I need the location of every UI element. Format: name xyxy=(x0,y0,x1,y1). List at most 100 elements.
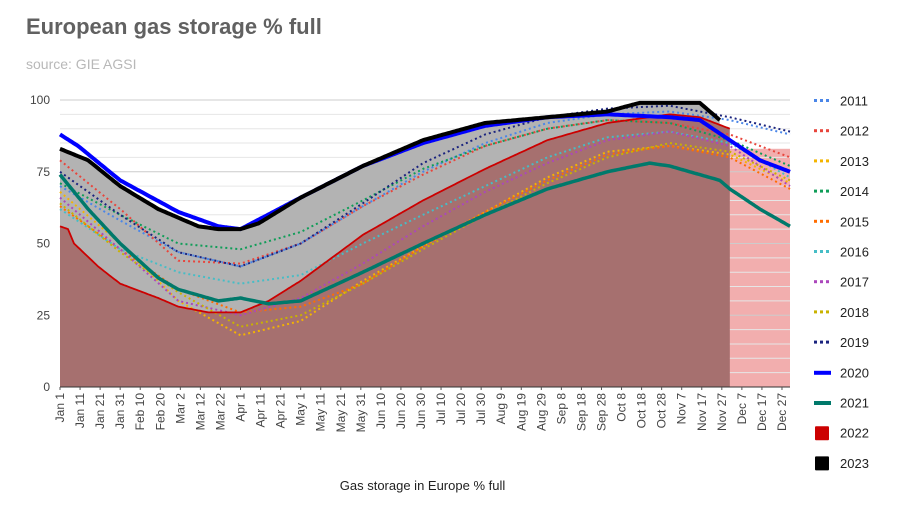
legend-label: 2015 xyxy=(840,214,869,229)
x-tick-label: Feb 10 xyxy=(133,393,147,431)
legend-item-2011[interactable]: 2011 xyxy=(814,94,868,109)
legend-label: 2022 xyxy=(840,426,869,441)
x-tick-label: Jul 30 xyxy=(474,393,488,425)
series-2023-line xyxy=(59,100,722,232)
x-tick-label: May 21 xyxy=(334,393,348,433)
legend-item-2022[interactable]: 2022 xyxy=(815,426,869,441)
legend-item-2023[interactable]: 2023 xyxy=(815,456,869,471)
legend-swatch xyxy=(826,219,829,223)
chart-title: European gas storage % full xyxy=(26,14,322,39)
series-2020-line xyxy=(58,112,791,232)
legend-item-2019[interactable]: 2019 xyxy=(814,335,869,350)
y-tick-label: 25 xyxy=(37,308,51,322)
x-tick-label: Mar 22 xyxy=(213,393,227,431)
legend-swatch xyxy=(826,189,829,193)
x-tick-label: Jun 30 xyxy=(414,393,428,429)
legend-item-2015[interactable]: 2015 xyxy=(814,214,869,229)
x-tick-label: Oct 8 xyxy=(615,393,629,422)
x-tick-label: Apr 1 xyxy=(233,393,247,422)
y-tick-label: 75 xyxy=(37,165,51,179)
y-tick-label: 50 xyxy=(37,237,51,251)
legend-swatch xyxy=(820,129,823,133)
y-tick-label: 100 xyxy=(30,93,50,107)
x-tick-label: Nov 7 xyxy=(675,393,689,425)
x-tick-label: Jun 20 xyxy=(394,393,408,429)
legend-label: 2011 xyxy=(840,94,868,109)
legend-item-2013[interactable]: 2013 xyxy=(814,154,869,169)
series-2015-line xyxy=(59,144,791,314)
x-tick-label: Sep 18 xyxy=(574,393,588,431)
series-2018-line xyxy=(59,142,791,328)
x-tick-label: Aug 9 xyxy=(494,393,508,425)
chart-subtitle: source: GIE AGSI xyxy=(26,56,137,72)
legend-swatch xyxy=(820,159,823,163)
legend-swatch xyxy=(820,280,823,284)
x-tick-label: Feb 20 xyxy=(153,393,167,431)
x-tick-label: Dec 27 xyxy=(775,393,789,431)
series-2017-line xyxy=(59,130,791,317)
legend-swatch xyxy=(820,310,823,314)
series-2022-area xyxy=(60,114,730,388)
legend-swatch xyxy=(814,99,817,102)
legend-item-2021[interactable]: 2021 xyxy=(814,396,869,411)
legend-swatch xyxy=(814,401,831,405)
series-2019-line xyxy=(59,104,791,268)
x-tick-label: Dec 17 xyxy=(755,393,769,431)
x-tick-label: Aug 29 xyxy=(534,393,548,431)
legend-swatch xyxy=(826,280,829,284)
legend-swatch xyxy=(814,159,817,163)
legend-swatch xyxy=(826,129,829,133)
legend-swatch xyxy=(820,189,823,193)
legend-swatch xyxy=(826,99,829,102)
x-tick-label: Apr 11 xyxy=(254,393,268,428)
legend-swatch xyxy=(814,370,831,375)
legend-swatch xyxy=(815,456,829,471)
x-tick-label: Jan 31 xyxy=(113,393,127,429)
legend-label: 2016 xyxy=(840,245,869,260)
legend-item-2018[interactable]: 2018 xyxy=(814,305,869,320)
x-tick-label: May 1 xyxy=(294,393,308,426)
legend-swatch xyxy=(820,340,823,344)
x-tick-label: Jul 20 xyxy=(454,393,468,425)
legend-item-2012[interactable]: 2012 xyxy=(814,124,869,139)
legend-item-2017[interactable]: 2017 xyxy=(814,275,869,290)
x-tick-label: May 11 xyxy=(314,393,328,432)
legend-swatch xyxy=(826,250,829,253)
x-tick-label: Oct 18 xyxy=(635,393,649,429)
series-2014-line xyxy=(59,119,791,251)
x-tick-label: Apr 21 xyxy=(274,393,288,429)
legend-item-2020[interactable]: 2020 xyxy=(814,365,869,380)
legend-swatch xyxy=(814,250,817,253)
series-2022-line xyxy=(59,113,731,314)
legend-swatch xyxy=(826,310,829,314)
legend-swatch xyxy=(815,426,829,441)
x-tick-label: May 31 xyxy=(354,393,368,433)
legend-item-2016[interactable]: 2016 xyxy=(814,245,869,260)
legend-swatch xyxy=(820,219,823,223)
legend-label: 2023 xyxy=(840,456,869,471)
x-tick-label: Jan 21 xyxy=(93,393,107,429)
series-2021-line xyxy=(58,161,791,306)
legend-swatch xyxy=(814,310,817,314)
legend-label: 2013 xyxy=(840,154,869,169)
x-tick-label: Jan 1 xyxy=(53,393,67,423)
legend-swatch xyxy=(820,99,823,102)
x-tick-label: Oct 28 xyxy=(655,393,669,429)
legend-label: 2020 xyxy=(840,365,869,380)
x-tick-label: Mar 12 xyxy=(193,393,207,431)
legend-label: 2018 xyxy=(840,305,869,320)
legend-swatch xyxy=(814,280,817,284)
legend-swatch xyxy=(814,129,817,133)
x-tick-label: Sep 8 xyxy=(554,393,568,425)
legend-label: 2019 xyxy=(840,335,869,350)
legend-swatch xyxy=(814,219,817,223)
legend-label: 2017 xyxy=(840,275,869,290)
legend-item-2014[interactable]: 2014 xyxy=(814,184,869,199)
x-tick-label: Mar 2 xyxy=(173,393,187,424)
x-tick-label: Jan 11 xyxy=(73,393,87,428)
x-tick-label: Aug 19 xyxy=(514,393,528,431)
legend-swatch xyxy=(814,189,817,193)
x-tick-label: Nov 17 xyxy=(695,393,709,431)
x-tick-label: Jul 10 xyxy=(434,393,448,425)
